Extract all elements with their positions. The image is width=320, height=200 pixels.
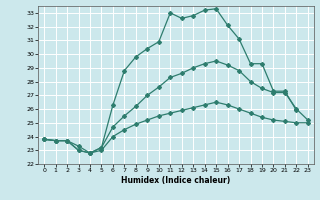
X-axis label: Humidex (Indice chaleur): Humidex (Indice chaleur)	[121, 176, 231, 185]
